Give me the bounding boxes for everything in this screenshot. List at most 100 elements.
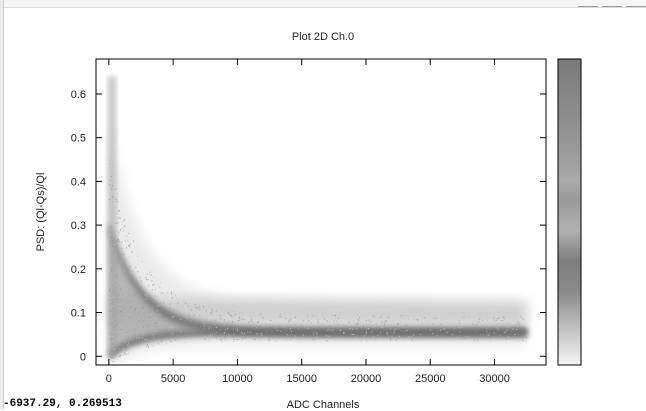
density-speckle [219, 314, 221, 316]
density-speckle [391, 337, 393, 339]
density-speckle [185, 342, 186, 344]
density-speckle [233, 338, 235, 340]
density-speckle [346, 326, 348, 328]
density-speckle [169, 303, 171, 305]
density-speckle [272, 331, 274, 333]
density-speckle [506, 329, 508, 331]
density-speckle [475, 324, 477, 326]
density-speckle [405, 322, 407, 324]
density-speckle [109, 180, 110, 182]
density-speckle [266, 330, 268, 332]
density-speckle [116, 324, 118, 326]
density-speckle [227, 328, 229, 330]
density-speckle [122, 329, 124, 331]
density-speckle [142, 337, 144, 339]
density-speckle [113, 357, 115, 359]
density-speckle [311, 338, 313, 340]
density-speckle [108, 299, 110, 300]
density-speckle [237, 328, 239, 330]
density-speckle [368, 319, 370, 321]
density-speckle [119, 356, 121, 357]
density-speckle [278, 316, 280, 318]
density-speckle [336, 320, 337, 322]
window-minimize-icon[interactable] [578, 0, 598, 7]
density-speckle [436, 335, 438, 337]
density-speckle [242, 338, 243, 340]
density-speckle [140, 277, 142, 279]
density-speckle [110, 175, 112, 177]
density-speckle [171, 334, 173, 336]
density-speckle [117, 254, 119, 255]
density-speckle [146, 339, 148, 341]
density-speckle [125, 353, 127, 355]
density-speckle [389, 338, 391, 340]
density-speckle [248, 321, 250, 323]
colorbar[interactable] [557, 58, 582, 366]
density-speckle [133, 240, 135, 242]
density-speckle [203, 306, 204, 308]
density-speckle [118, 231, 120, 233]
density-speckle [280, 324, 281, 326]
density-speckle [148, 331, 150, 333]
density-speckle [196, 307, 198, 309]
density-speckle [197, 322, 199, 324]
density-speckle [181, 305, 183, 307]
density-speckle [137, 292, 139, 294]
density-speckle [113, 348, 115, 350]
density-speckle [268, 340, 270, 341]
density-speckle [121, 247, 123, 249]
density-speckle [216, 331, 218, 333]
density-speckle [224, 332, 225, 334]
density-speckle [120, 288, 122, 290]
density-speckle [111, 185, 113, 187]
density-speckle [118, 217, 120, 219]
density-speckle [226, 339, 228, 341]
density-speckle [122, 227, 123, 229]
density-speckle [108, 247, 110, 249]
density-speckle [256, 333, 258, 335]
density-speckle [133, 271, 135, 273]
density-speckle [364, 335, 365, 337]
density-speckle [406, 330, 408, 331]
density-speckle [109, 333, 111, 335]
density-speckle [519, 324, 521, 326]
density-speckle [152, 336, 154, 338]
density-speckle [171, 293, 173, 295]
density-speckle [270, 319, 272, 321]
density-speckle [506, 338, 508, 340]
density-speckle [476, 340, 478, 342]
density-speckle [321, 324, 323, 326]
density-speckle [110, 295, 112, 297]
density-speckle [380, 316, 382, 318]
density-speckle [209, 334, 211, 336]
density-speckle [282, 326, 284, 328]
density-speckle [128, 342, 129, 344]
density-speckle [129, 246, 131, 248]
density-speckle [186, 326, 188, 328]
density-speckle [362, 339, 364, 341]
density-speckle [486, 330, 488, 332]
density-speckle [195, 307, 197, 309]
density-speckle [114, 229, 116, 231]
density-speckle [380, 331, 382, 333]
density-speckle [517, 333, 519, 335]
density-speckle [417, 328, 419, 330]
x-tick-label: 25000 [415, 373, 446, 385]
density-speckle [146, 273, 148, 275]
chart-title: Plot 2D Ch.0 [291, 31, 355, 43]
window-close-icon[interactable] [626, 0, 646, 7]
density-speckle [522, 318, 524, 320]
density-speckle [291, 331, 292, 332]
density-speckle [177, 302, 179, 304]
density-speckle [489, 340, 491, 342]
density-speckle [135, 308, 137, 309]
density-speckle [120, 229, 121, 231]
density-speckle [349, 328, 351, 330]
density-speckle [382, 324, 384, 326]
density-speckle [381, 326, 383, 328]
window-maximize-icon[interactable] [602, 0, 622, 7]
density-speckle [159, 340, 161, 342]
density-speckle [236, 325, 238, 327]
density-speckle [109, 297, 111, 299]
